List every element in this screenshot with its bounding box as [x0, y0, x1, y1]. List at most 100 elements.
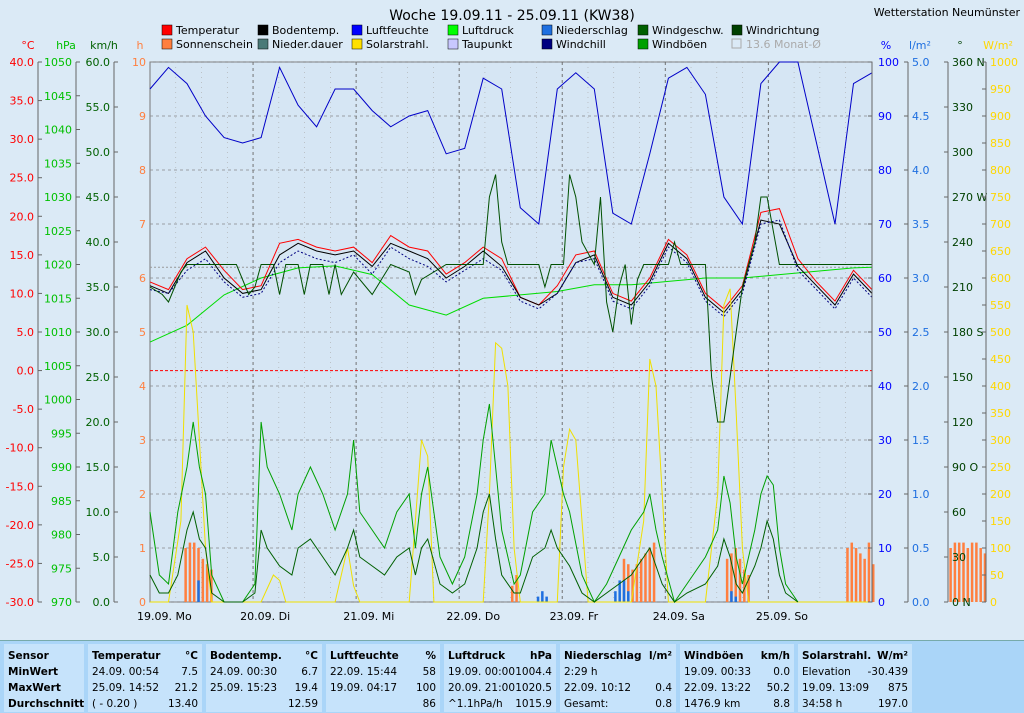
tick-label-wind: 55.0	[86, 101, 111, 114]
sunshine-bar	[734, 548, 737, 602]
axis-unit-sun: h	[137, 39, 144, 52]
tick-label-dir: 360 N	[952, 56, 985, 69]
sunshine-bar	[184, 548, 187, 602]
tick-label-solar: 750	[990, 191, 1011, 204]
sunshine-bar	[979, 548, 982, 602]
tick-label-sun: 10	[132, 56, 146, 69]
legend-swatch	[351, 24, 363, 36]
tick-label-sun: 5	[139, 326, 146, 339]
col-hum: Luftfeuchte% 22.09. 15:44 58 19.09. 04:17 10…	[326, 644, 440, 712]
day-label: 25.09. So	[756, 610, 808, 623]
tick-label-press: 1025	[44, 225, 72, 238]
sunshine-bar	[188, 542, 192, 602]
legend-label: Luftdruck	[462, 24, 514, 37]
tick-label-press: 970	[51, 596, 72, 609]
axis-unit-rain: l/m²	[909, 39, 931, 52]
tick-label-dir: 300	[952, 146, 973, 159]
day-label: 24.09. Sa	[653, 610, 705, 623]
tick-label-rain: 3.5	[912, 218, 930, 231]
tick-label-hum: 10	[878, 542, 892, 555]
hdr-unit: W/m²	[877, 650, 908, 662]
axis-unit-solar: W/m²	[983, 39, 1013, 52]
cell-row: 19.09. 04:17 100	[330, 680, 436, 696]
cell-row: Gesamt: 0.8	[564, 696, 672, 712]
series-line-windchill	[149, 219, 873, 318]
tick-label-solar: 400	[990, 380, 1011, 393]
legend-swatch	[351, 38, 363, 50]
sunshine-bar	[975, 542, 978, 602]
cell-value: 8.8	[773, 698, 790, 710]
tick-label-solar: 650	[990, 245, 1011, 258]
hdr-unit: l/m²	[649, 650, 672, 662]
tick-label-solar: 200	[990, 488, 1011, 501]
col-wind: Windböen km/h 19.09. 00:33 0.0 22.09. 13:22 5…	[680, 644, 794, 712]
hdr-press: Luftdruck hPa	[448, 648, 552, 664]
cell-value: 12.59	[287, 698, 318, 710]
tick-label-temp: 25.0	[10, 172, 35, 185]
cell-time: 1476.9 km	[684, 698, 741, 710]
cell-time: 19.09. 00:33	[684, 666, 751, 678]
hdr-unit: km/h	[760, 650, 790, 662]
sunshine-bar	[631, 569, 634, 602]
cell-time: 20.09. 21:00	[448, 682, 515, 694]
hdr-label: Solarstrahl.	[802, 650, 872, 662]
sunshine-bar	[863, 558, 866, 602]
tick-label-hum: 70	[878, 218, 892, 231]
tick-label-press: 990	[51, 461, 72, 474]
legend-swatch	[637, 38, 649, 50]
axis-unit-temp: °C	[21, 39, 35, 52]
sunshine-bar	[859, 553, 862, 602]
legend-label: Bodentemp.	[272, 24, 339, 37]
rain-bar	[545, 596, 548, 602]
tick-label-solar: 100	[990, 542, 1011, 555]
sunshine-bar	[957, 542, 961, 602]
tick-label-sun: 9	[139, 110, 146, 123]
tick-label-press: 975	[51, 562, 72, 575]
tick-label-press: 1045	[44, 90, 72, 103]
tick-label-wind: 30.0	[86, 326, 111, 339]
sunshine-bar	[635, 564, 639, 602]
rain-bar	[197, 580, 200, 602]
tick-label-temp: 5.0	[17, 326, 35, 339]
sunshine-bar	[639, 558, 643, 602]
cell-row: 12.59	[210, 696, 318, 712]
legend-label: Luftfeuchte	[366, 24, 429, 37]
legend-label: Niederschlag	[556, 24, 628, 37]
tick-label-sun: 0	[139, 596, 146, 609]
cell-time: 19.09. 13:09	[802, 682, 869, 694]
sunshine-bar	[983, 553, 987, 602]
tick-label-dir: 330	[952, 101, 973, 114]
tick-label-dir: 30	[952, 551, 966, 564]
cell-value: 58	[422, 666, 436, 678]
tick-label-wind: 50.0	[86, 146, 111, 159]
hdr-unit: %	[425, 650, 436, 662]
cell-time: 19.09. 00:00	[448, 666, 515, 678]
sunshine-bar	[197, 548, 200, 602]
sunshine-bar	[850, 542, 854, 602]
cell-row: 19.09. 00:00 1004.4	[448, 664, 552, 680]
tick-label-press: 1010	[44, 326, 72, 339]
chart-title: Woche 19.09.11 - 25.09.11 (KW38)	[389, 8, 635, 24]
cell-row: Elevation -30.439	[802, 664, 908, 680]
cell-row: 22.09. 15:44 58	[330, 664, 436, 680]
hdr-temp: Temperatur °C	[92, 648, 198, 664]
series-line-luftfeuchte	[149, 61, 873, 226]
legend-label: Taupunkt	[461, 38, 513, 51]
tick-label-hum: 80	[878, 164, 892, 177]
legend-label: Windböen	[652, 38, 707, 51]
cell-row: 34:58 h 197.0	[802, 696, 908, 712]
hdr-boden: Bodentemp. °C	[210, 648, 318, 664]
hdr-label: Bodentemp.	[210, 650, 282, 662]
tick-label-solar: 500	[990, 326, 1011, 339]
tick-label-temp: 35.0	[10, 95, 35, 108]
rain-bar	[734, 596, 737, 602]
cell-row: 19.09. 00:33 0.0	[684, 664, 790, 680]
legend-swatch	[161, 24, 173, 36]
day-label: 21.09. Mi	[343, 610, 394, 623]
sunshine-bar	[210, 569, 213, 602]
cell-time: ^1.1hPa/h	[448, 698, 503, 710]
cell-value: 1015.9	[515, 698, 552, 710]
legend-swatch	[257, 38, 269, 50]
weather-chart: 40.035.030.025.020.015.010.05.00.0-5.0-1…	[6, 6, 1021, 623]
series-line-windben	[149, 403, 799, 604]
